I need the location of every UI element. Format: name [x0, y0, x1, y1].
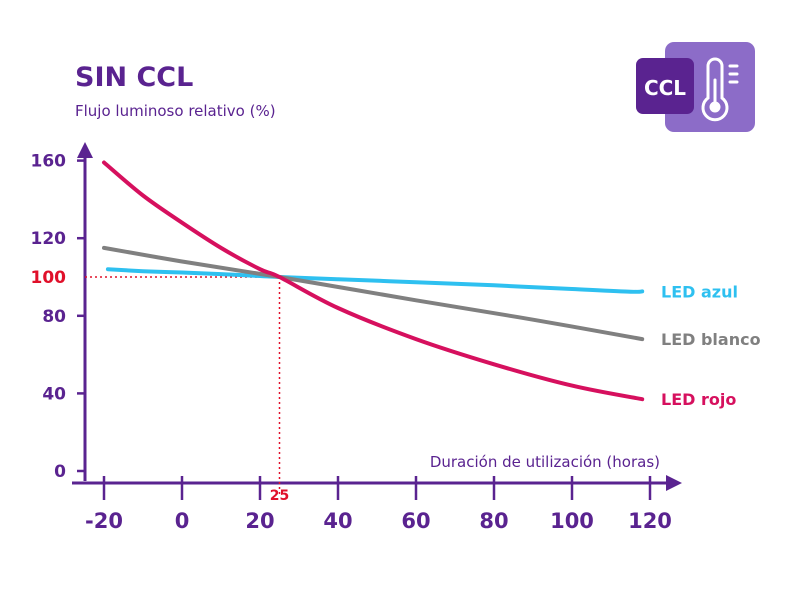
x-tick-label: 80: [479, 509, 508, 533]
x-tick-label: 0: [175, 509, 190, 533]
series-line-led-azul: [105, 267, 645, 294]
y-tick-label: 0: [54, 462, 66, 482]
y-tick-label: 40: [42, 384, 66, 404]
x-tick-label: 120: [628, 509, 672, 533]
series-label-led-azul: LED azul: [661, 282, 738, 301]
x-tick-label: 100: [550, 509, 594, 533]
series-label-led-blanco: LED blanco: [661, 330, 761, 349]
badge-text: CCL: [644, 76, 686, 100]
x-tick-label: 20: [245, 509, 274, 533]
x-tick-label: -20: [85, 509, 123, 533]
thermometer-icon: [701, 57, 739, 122]
x-axis-label: Duración de utilización (horas): [430, 453, 660, 471]
reference-x-label: 25: [270, 488, 289, 504]
y-axis-arrow: [77, 142, 93, 158]
y-tick-label: 160: [31, 152, 67, 172]
reference-y-label: 100: [31, 268, 67, 288]
series-line-led-rojo: [102, 160, 645, 402]
y-tick-label: 120: [31, 229, 67, 249]
plot-area: 0 40 80 120 160 -20 0 20 40 60 80 100 120 100 25 LED az…: [31, 142, 761, 533]
x-tick-label: 60: [401, 509, 430, 533]
x-axis-arrow: [666, 475, 682, 491]
y-tick-label: 80: [42, 307, 66, 327]
x-tick-label: 40: [323, 509, 352, 533]
series-label-led-rojo: LED rojo: [661, 390, 736, 409]
chart-title: SIN CCL: [75, 62, 193, 93]
ccl-badge: CCL: [636, 42, 755, 132]
series-line-led-blanco: [102, 245, 645, 342]
y-axis-label: Flujo luminoso relativo (%): [75, 102, 276, 120]
badge-dark-panel: [636, 58, 694, 114]
